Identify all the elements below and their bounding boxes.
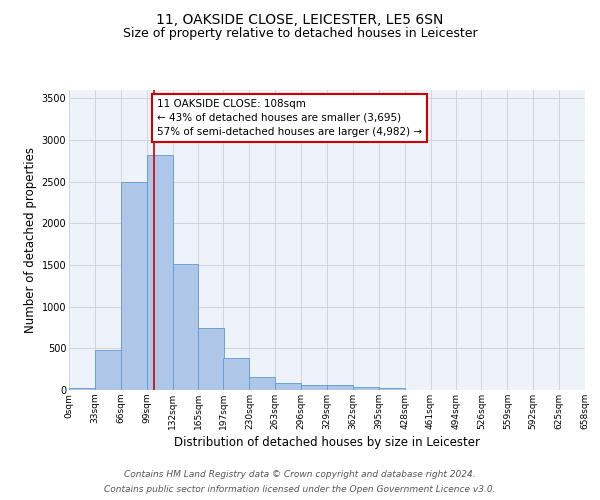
X-axis label: Distribution of detached houses by size in Leicester: Distribution of detached houses by size … xyxy=(174,436,480,449)
Bar xyxy=(199,328,224,390)
Bar xyxy=(379,388,404,390)
Text: Contains HM Land Registry data © Crown copyright and database right 2024.: Contains HM Land Registry data © Crown c… xyxy=(124,470,476,479)
Text: Contains public sector information licensed under the Open Government Licence v3: Contains public sector information licen… xyxy=(104,485,496,494)
Bar xyxy=(146,155,173,390)
Bar xyxy=(301,386,327,390)
Bar xyxy=(95,350,121,390)
Bar xyxy=(250,376,275,390)
Bar xyxy=(275,384,301,390)
Text: 11 OAKSIDE CLOSE: 108sqm
← 43% of detached houses are smaller (3,695)
57% of sem: 11 OAKSIDE CLOSE: 108sqm ← 43% of detach… xyxy=(157,99,422,137)
Text: 11, OAKSIDE CLOSE, LEICESTER, LE5 6SN: 11, OAKSIDE CLOSE, LEICESTER, LE5 6SN xyxy=(157,12,443,26)
Bar xyxy=(121,182,146,390)
Bar xyxy=(353,386,379,390)
Text: Size of property relative to detached houses in Leicester: Size of property relative to detached ho… xyxy=(122,28,478,40)
Bar xyxy=(173,264,199,390)
Bar xyxy=(69,388,95,390)
Bar xyxy=(223,358,250,390)
Bar xyxy=(327,386,353,390)
Y-axis label: Number of detached properties: Number of detached properties xyxy=(25,147,37,333)
